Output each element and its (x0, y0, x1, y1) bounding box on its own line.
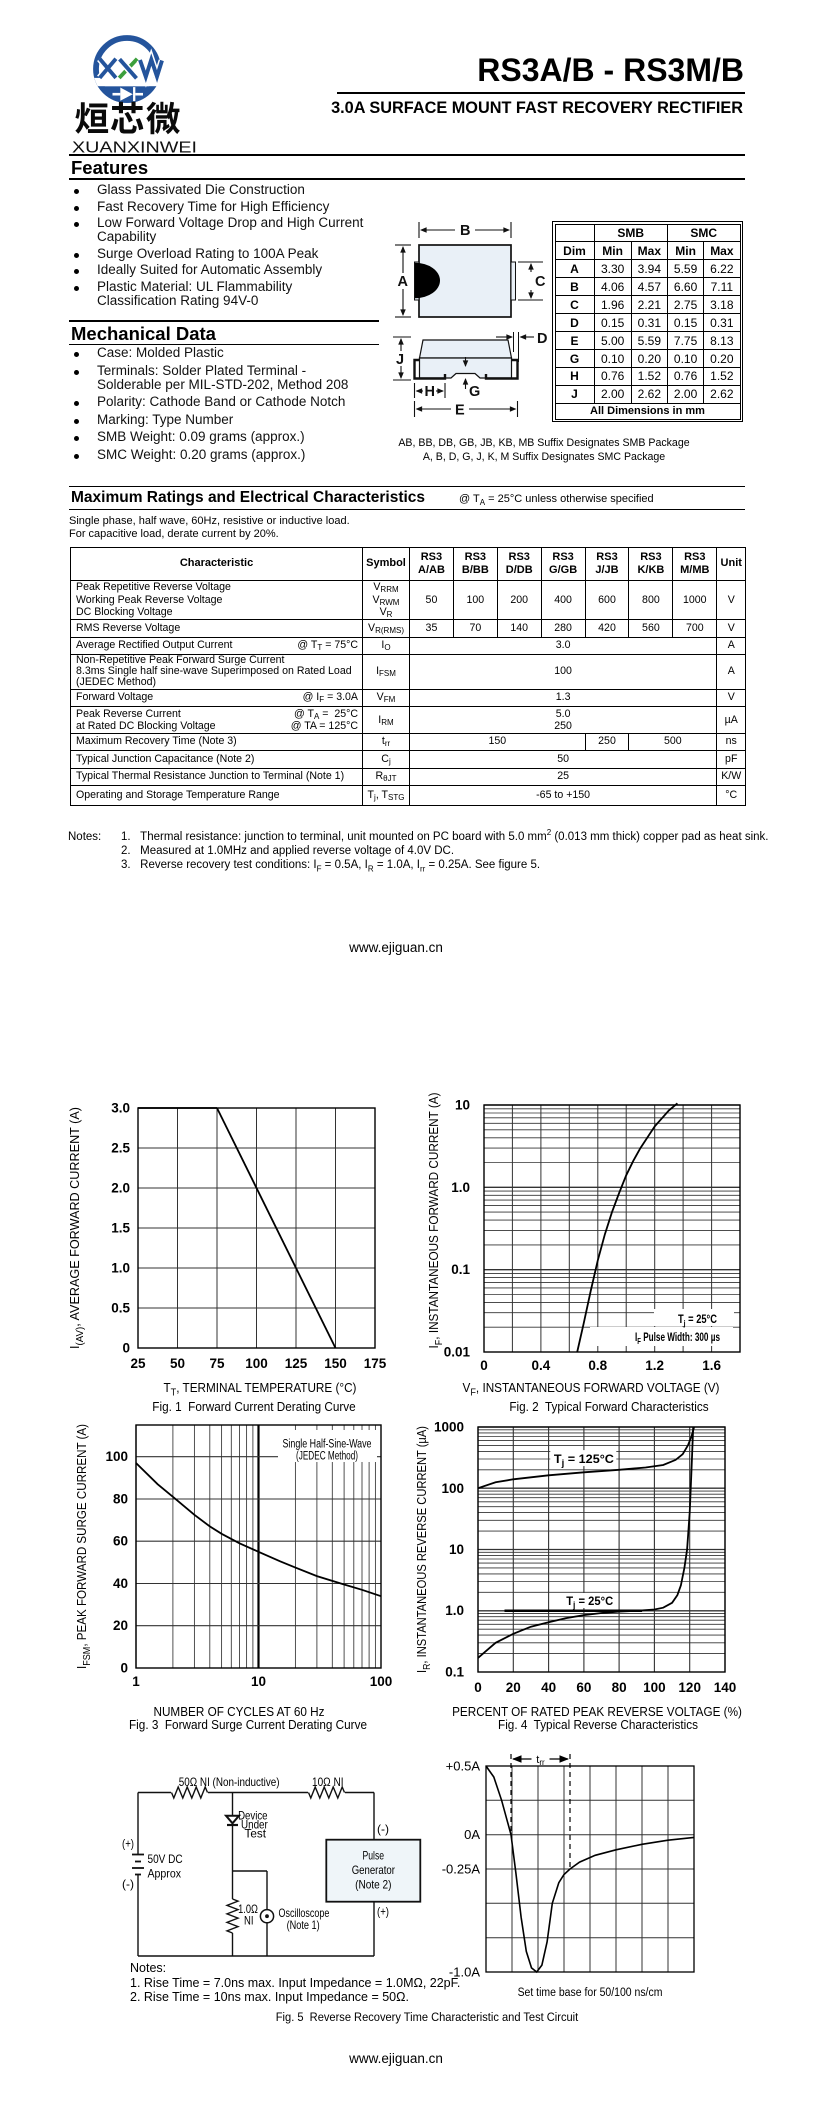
svg-text:Device: Device (238, 1809, 268, 1823)
svg-text:Generator: Generator (352, 1863, 395, 1877)
svg-text:3.0: 3.0 (111, 1101, 130, 1116)
svg-text:10: 10 (251, 1674, 266, 1689)
svg-text:(-): (-) (377, 1822, 389, 1836)
svg-text:10: 10 (455, 1098, 470, 1113)
svg-text:25: 25 (130, 1356, 146, 1371)
svg-text:-1.0A: -1.0A (449, 1965, 480, 1980)
svg-text:A: A (398, 274, 409, 290)
svg-text:2.0: 2.0 (111, 1181, 130, 1196)
svg-text:20: 20 (113, 1618, 128, 1633)
svg-text:0: 0 (474, 1680, 482, 1695)
svg-text:100: 100 (105, 1449, 128, 1464)
svg-text:80: 80 (612, 1680, 627, 1695)
svg-text:NI: NI (244, 1913, 254, 1927)
svg-text:0A: 0A (464, 1827, 480, 1842)
svg-text:0: 0 (120, 1661, 128, 1676)
svg-text:D: D (537, 331, 547, 347)
svg-text:1.0: 1.0 (445, 1603, 464, 1618)
svg-text:XUANXINWEI: XUANXINWEI (72, 140, 197, 157)
svg-text:1000: 1000 (434, 1420, 464, 1435)
svg-text:0.5: 0.5 (111, 1301, 130, 1316)
svg-text:I(AV), AVERAGE FORWARD CURRENT: I(AV), AVERAGE FORWARD CURRENT (A) (67, 1107, 86, 1349)
svg-text:(+): (+) (122, 1837, 134, 1851)
svg-text:1.5: 1.5 (111, 1221, 130, 1236)
svg-text:80: 80 (113, 1492, 128, 1507)
svg-text:B: B (460, 223, 470, 239)
svg-text:50V DC: 50V DC (148, 1852, 183, 1866)
svg-text:IF, INSTANTANEOUS FORWARD CURR: IF, INSTANTANEOUS FORWARD CURRENT (A) (426, 1093, 445, 1349)
svg-text:+0.5A: +0.5A (446, 1759, 481, 1774)
svg-text:60: 60 (576, 1680, 591, 1695)
svg-text:Oscilloscope: Oscilloscope (279, 1906, 330, 1920)
svg-text:1.0Ω: 1.0Ω (238, 1902, 258, 1916)
svg-text:10Ω NI: 10Ω NI (312, 1775, 344, 1789)
svg-text:IF Pulse Width: 300 µs: IF Pulse Width: 300 µs (635, 1332, 720, 1346)
svg-text:IR, INSTANTANEOUS REVERSE CURR: IR, INSTANTANEOUS REVERSE CURRENT (µA) (414, 1426, 433, 1673)
svg-text:100: 100 (370, 1674, 393, 1689)
svg-text:100: 100 (643, 1680, 666, 1695)
svg-text:0.8: 0.8 (588, 1358, 607, 1373)
svg-text:C: C (535, 274, 546, 290)
svg-text:0.01: 0.01 (444, 1345, 471, 1360)
svg-text:Test: Test (245, 1827, 267, 1841)
svg-text:E: E (455, 403, 465, 419)
svg-text:Pulse: Pulse (363, 1848, 385, 1862)
svg-text:Tj = 125°C: Tj = 125°C (554, 1452, 614, 1468)
svg-text:0: 0 (480, 1358, 488, 1373)
svg-text:150: 150 (324, 1356, 347, 1371)
svg-text:0.1: 0.1 (445, 1665, 464, 1680)
svg-text:1: 1 (132, 1674, 140, 1689)
svg-text:G: G (469, 384, 480, 400)
svg-text:Under: Under (241, 1818, 268, 1832)
svg-text:-0.25A: -0.25A (442, 1862, 481, 1877)
svg-text:Tj = 25°C: Tj = 25°C (678, 1314, 717, 1328)
svg-text:40: 40 (541, 1680, 556, 1695)
svg-text:60: 60 (113, 1534, 128, 1549)
svg-text:Single Half-Sine-Wave: Single Half-Sine-Wave (283, 1439, 372, 1451)
svg-text:IFSM, PEAK FORWARD SURGE CURRE: IFSM, PEAK FORWARD SURGE CURRENT (A) (74, 1424, 93, 1669)
svg-text:(Note 2): (Note 2) (355, 1877, 391, 1891)
svg-text:100: 100 (441, 1481, 464, 1496)
svg-text:50: 50 (170, 1356, 185, 1371)
svg-text:1.2: 1.2 (645, 1358, 664, 1373)
svg-text:2.5: 2.5 (111, 1141, 130, 1156)
svg-text:Tj = 25°C: Tj = 25°C (566, 1594, 613, 1610)
svg-text:20: 20 (506, 1680, 521, 1695)
svg-text:75: 75 (209, 1356, 225, 1371)
svg-text:1.0: 1.0 (451, 1180, 470, 1195)
svg-text:10: 10 (449, 1542, 464, 1557)
svg-text:1.0: 1.0 (111, 1261, 130, 1276)
svg-text:(JEDEC Method): (JEDEC Method) (296, 1451, 358, 1463)
svg-text:40: 40 (113, 1576, 128, 1591)
svg-text:50Ω NI (Non-inductive): 50Ω NI (Non-inductive) (179, 1775, 280, 1789)
svg-text:(+): (+) (377, 1905, 389, 1919)
svg-text:1.6: 1.6 (702, 1358, 721, 1373)
svg-text:H: H (425, 384, 435, 400)
svg-text:100: 100 (245, 1356, 268, 1371)
svg-text:trr: trr (536, 1754, 545, 1767)
svg-text:Approx: Approx (148, 1867, 182, 1881)
svg-text:120: 120 (678, 1680, 701, 1695)
svg-text:125: 125 (285, 1356, 308, 1371)
svg-text:(-): (-) (122, 1877, 134, 1891)
svg-text:0.1: 0.1 (451, 1262, 470, 1277)
svg-text:175: 175 (364, 1356, 387, 1371)
svg-text:J: J (396, 352, 404, 368)
svg-text:140: 140 (714, 1680, 737, 1695)
svg-text:(Note 1): (Note 1) (287, 1918, 320, 1932)
svg-text:0.4: 0.4 (532, 1358, 551, 1373)
svg-text:0: 0 (122, 1341, 130, 1356)
